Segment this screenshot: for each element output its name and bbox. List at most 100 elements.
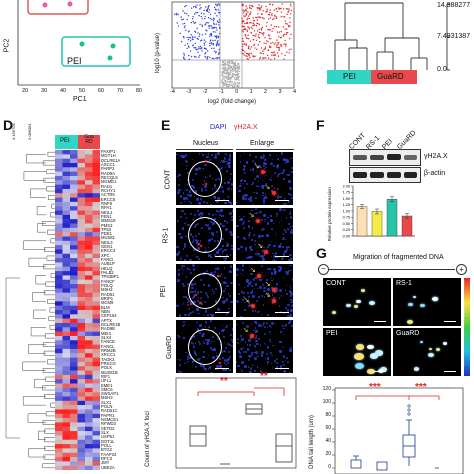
heatmap-cell <box>55 297 63 302</box>
heatmap-cell <box>77 396 85 402</box>
volcano-point <box>221 80 223 83</box>
heatmap-cell <box>92 318 100 324</box>
heatmap-cell <box>92 426 100 432</box>
heatmap-cell <box>85 219 93 224</box>
tail-length-boxplot <box>332 387 464 474</box>
wb-error-bar <box>390 196 394 202</box>
volcano-point <box>275 16 278 18</box>
volcano-point <box>200 15 203 18</box>
volcano-point <box>257 44 259 46</box>
volcano-point <box>218 57 221 59</box>
heatmap-cell <box>77 461 85 466</box>
heatmap-cell <box>77 297 85 302</box>
heatmap-cell <box>77 331 85 337</box>
volcano-point <box>247 26 249 28</box>
heatmap-dendrogram <box>5 151 56 469</box>
heatmap-cell <box>70 331 78 337</box>
volcano-point <box>246 7 248 9</box>
volcano-point <box>213 57 215 60</box>
dendro-scale-top: 14.988277 <box>437 2 471 9</box>
heatmap-cell <box>92 366 100 371</box>
wb-error-bar <box>360 204 364 209</box>
heatmap-cell <box>55 400 63 406</box>
gene-label: MMS19 <box>101 218 116 224</box>
heatmap-cell <box>92 275 100 280</box>
volcano-point <box>229 67 231 69</box>
heatmap-cell <box>92 357 100 363</box>
heatmap-cell <box>92 162 100 168</box>
volcano-point <box>244 8 247 11</box>
volcano-point <box>250 26 252 28</box>
heatmap-cell <box>62 297 70 302</box>
heatmap-cell <box>85 379 93 384</box>
heatmap-cell <box>55 305 63 311</box>
volcano-point <box>205 29 207 31</box>
volcano-point <box>256 48 258 51</box>
volcano-point <box>288 49 290 51</box>
volcano-point <box>269 11 271 14</box>
heatmap-cell <box>62 236 70 242</box>
volcano-point <box>255 24 258 27</box>
heatmap-cell <box>92 193 100 198</box>
heatmap-cell <box>85 305 93 311</box>
volcano-point <box>207 25 210 27</box>
sig-tail-2: *** <box>415 382 427 393</box>
heatmap-cell <box>92 465 100 470</box>
volcano-point <box>267 13 270 16</box>
heatmap-cell <box>77 275 85 280</box>
volcano-point <box>242 49 245 51</box>
volcano-point <box>278 36 280 38</box>
volcano-point <box>199 47 201 49</box>
heatmap-cell <box>70 387 78 393</box>
volcano-point <box>285 43 287 45</box>
volcano-point <box>258 4 260 6</box>
volcano-point <box>194 31 197 33</box>
volcano-point <box>183 37 185 39</box>
volcano-point <box>231 81 233 83</box>
heatmap-cell <box>92 279 100 285</box>
heatmap-cell <box>92 197 100 203</box>
volcano-point <box>216 29 218 31</box>
heatmap-cell <box>62 327 70 332</box>
heatmap-cell <box>55 361 63 367</box>
volcano-point <box>224 60 227 62</box>
volcano-point <box>235 74 237 77</box>
volcano-point <box>290 48 292 50</box>
volcano-point <box>273 9 275 11</box>
volcano-point <box>268 37 271 40</box>
volcano-point <box>249 13 251 16</box>
heatmap-cell <box>62 158 70 164</box>
volcano-point <box>246 18 248 21</box>
heatmap-cell <box>92 444 100 449</box>
heatmap-cell <box>92 210 100 216</box>
volcano-point <box>210 25 212 27</box>
heatmap-guard-header <box>78 135 100 149</box>
volcano-point <box>267 28 269 31</box>
volcano-point <box>230 62 232 64</box>
volcano-point <box>217 21 220 24</box>
heatmap-cell <box>92 409 100 414</box>
gene-label: FANCI <box>101 257 114 263</box>
volcano-point <box>265 57 267 59</box>
volcano-point <box>183 26 186 29</box>
heatmap-cell <box>85 418 93 423</box>
volcano-point <box>226 85 228 88</box>
heatmap-cell <box>62 392 70 397</box>
volcano-point <box>266 40 268 42</box>
gene-label: SETD2 <box>101 425 115 431</box>
volcano-point <box>194 36 196 38</box>
heatmap-cell <box>85 331 93 337</box>
volcano-point <box>221 67 224 69</box>
heatmap-cell <box>70 279 78 285</box>
heatmap-cell <box>85 162 93 168</box>
heatmap-cell <box>77 452 85 458</box>
volcano-point <box>245 43 247 45</box>
gene-label: ERCC4 <box>101 248 116 254</box>
panel-c: PEI GuaRD 14.988277 7.4931387 0.0 <box>315 0 474 112</box>
heatmap-cell <box>55 279 63 285</box>
tail-y-ticks: 120 100 80 60 40 20 0 <box>322 386 331 470</box>
gene-label: BRIP1 <box>101 296 114 302</box>
volcano-point <box>219 32 221 35</box>
heatmap-cell <box>85 154 93 159</box>
volcano-point <box>230 84 232 87</box>
